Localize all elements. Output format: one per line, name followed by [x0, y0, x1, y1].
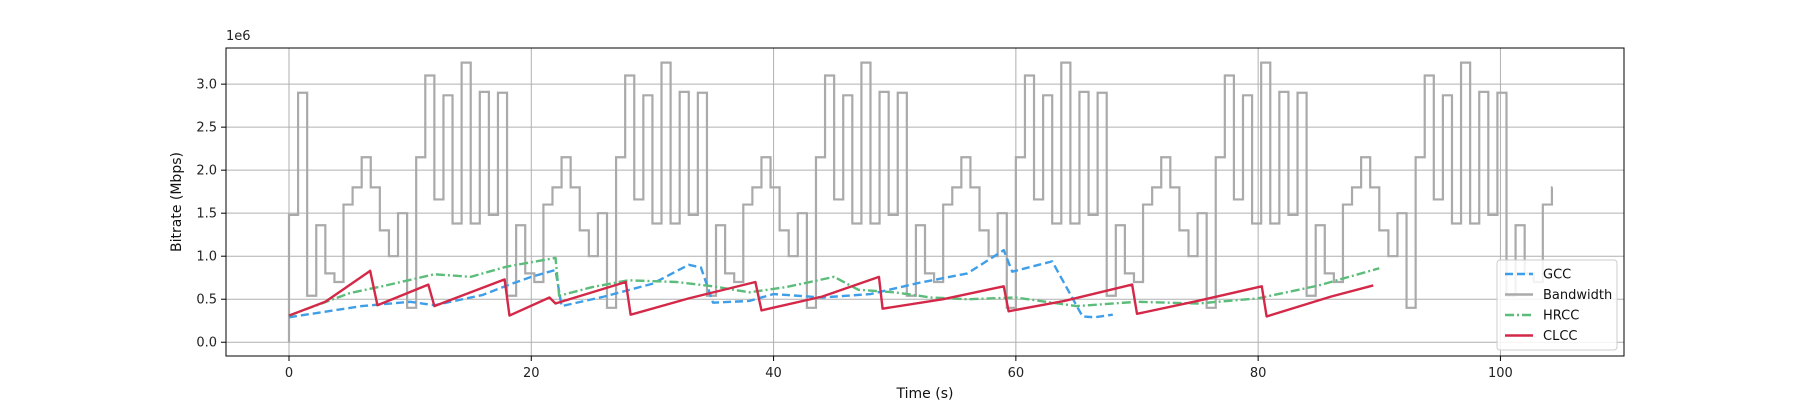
legend-label-bandwidth: Bandwidth [1543, 288, 1612, 303]
legend-label-gcc: GCC [1543, 268, 1571, 283]
y-tick-label: 3.0 [196, 78, 217, 93]
x-tick-label: 100 [1488, 366, 1513, 381]
y-tick-label: 0.5 [196, 293, 217, 308]
legend-label-hrcc: HRCC [1543, 309, 1579, 324]
grid-lines [226, 48, 1624, 356]
series-lines [287, 61, 1554, 343]
y-tick-label: 2.5 [196, 121, 217, 136]
y-axis-label: Bitrate (Mbps) [169, 152, 185, 252]
x-tick-label: 60 [1008, 366, 1025, 381]
legend-box [1496, 259, 1618, 351]
x-tick-label: 20 [523, 366, 540, 381]
series-hrcc [288, 256, 1380, 317]
x-tick-label: 80 [1250, 366, 1267, 381]
x-tick-label: 40 [765, 366, 782, 381]
y-tick-label: 1.0 [196, 250, 217, 265]
x-axis-label: Time (s) [896, 386, 954, 400]
x-tick-label: 0 [285, 366, 293, 381]
plot-frame [225, 47, 1625, 357]
y-tick-label: 2.0 [196, 164, 217, 179]
y-tick-label: 0.0 [196, 336, 217, 351]
legend: GCC Bandwidth HRCC CLCC [1496, 259, 1618, 351]
axis-ticks: 0 20 40 60 80 100 0.0 0.5 1.0 1.5 2.0 2.5 3.0 [196, 78, 1513, 381]
y-tick-label: 1.5 [196, 207, 217, 222]
series-bandwidth [287, 61, 1554, 343]
legend-label-clcc: CLCC [1543, 329, 1577, 344]
series-clcc [288, 269, 1374, 318]
y-offset-label: 1e6 [226, 29, 251, 44]
